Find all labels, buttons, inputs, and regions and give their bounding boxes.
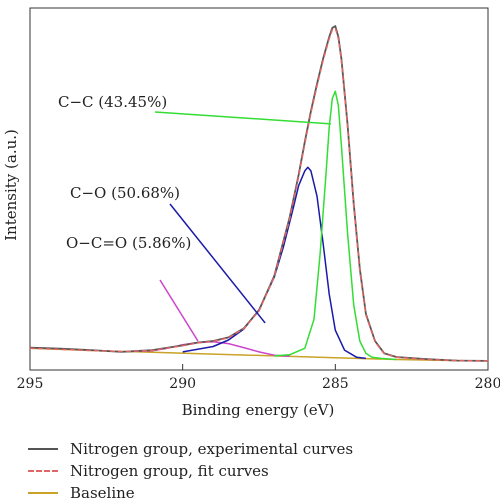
- y-axis-label: Intensity (a.u.): [2, 129, 20, 241]
- legend-swatch-fit: [28, 470, 58, 472]
- series-line-c-o-50-68: [182, 166, 366, 360]
- x-tick-label-285: 285: [322, 376, 349, 392]
- legend-item-fit: Nitrogen group, fit curves: [28, 460, 488, 482]
- xps-chart: 295 290 285 280 C−C (43.45%) C−O (50.68%) O−C=…: [2, 7, 500, 419]
- plot-area: 295 290 285 280 C−C (43.45%) C−O (50.68%) O−C=…: [17, 7, 500, 392]
- legend-label-fit: Nitrogen group, fit curves: [70, 462, 269, 480]
- annotation-leader-0: [154, 111, 331, 125]
- legend-label-baseline: Baseline: [70, 484, 135, 502]
- legend: Nitrogen group, experimental curves Nitr…: [28, 438, 488, 504]
- legend-item-baseline: Baseline: [28, 482, 488, 504]
- x-axis-label: Binding energy (eV): [182, 401, 335, 419]
- x-tick-label-280: 280: [475, 376, 500, 392]
- series-line-nitrogen-group-fit-curves: [29, 27, 489, 362]
- annotation-label-1: C−O (50.68%): [70, 184, 180, 202]
- legend-swatch-experimental: [28, 448, 58, 450]
- plot-frame: [29, 7, 489, 371]
- legend-label-experimental: Nitrogen group, experimental curves: [70, 440, 354, 458]
- x-tick-label-290: 290: [169, 376, 196, 392]
- legend-item-experimental: Nitrogen group, experimental curves: [28, 438, 488, 460]
- series-line-c-c-43-45: [274, 90, 397, 361]
- annotation-label-0: C−C (43.45%): [58, 93, 167, 111]
- x-tick-label-295: 295: [17, 376, 44, 392]
- annotation-label-2: O−C=O (5.86%): [66, 234, 191, 252]
- annotation-leader-2: [159, 279, 199, 342]
- annotation-leader-1: [169, 203, 266, 324]
- legend-swatch-baseline: [28, 492, 58, 494]
